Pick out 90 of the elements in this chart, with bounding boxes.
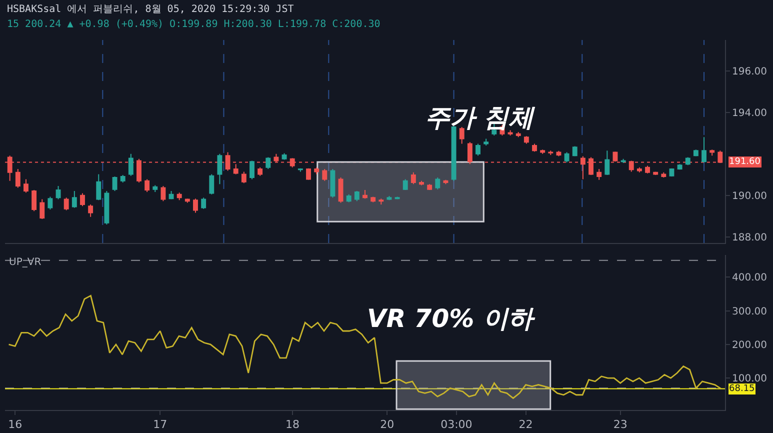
candlestick — [378, 198, 384, 205]
candlestick — [104, 190, 110, 226]
candlestick — [386, 195, 392, 201]
candlestick — [168, 190, 174, 200]
chart-subtitle: 15 200.24 ▲ +0.98 (+0.49%) O:199.89 H:200.30 L:199.78 C:200.30 — [7, 19, 380, 30]
candlestick — [15, 168, 20, 188]
candlestick — [88, 204, 94, 218]
candlestick — [435, 177, 440, 190]
ref-line-label: 68.15 — [729, 384, 755, 394]
candlestick — [685, 156, 690, 166]
candlestick — [702, 136, 706, 163]
candlestick — [217, 153, 222, 185]
candlestick — [128, 153, 134, 176]
x-tick-label: 20 — [380, 418, 394, 432]
candlestick — [152, 184, 158, 193]
candlestick — [258, 166, 263, 176]
candlestick — [120, 174, 126, 184]
y-tick-label: 100.00 — [732, 374, 767, 385]
candlestick — [144, 178, 150, 193]
candlestick — [193, 198, 198, 214]
candlestick — [572, 146, 578, 157]
candlestick — [80, 192, 85, 207]
candlestick — [338, 177, 344, 204]
candlestick — [40, 198, 45, 220]
candlestick — [96, 174, 102, 201]
x-tick-label: 22 — [518, 418, 533, 432]
candlestick — [24, 178, 28, 194]
x-tick-label: 17 — [153, 418, 168, 432]
candlestick — [346, 194, 352, 203]
candlestick — [427, 184, 432, 190]
candlestick — [64, 197, 69, 211]
chart-title: UP_VR — [9, 257, 42, 268]
candlestick — [209, 174, 214, 195]
candlestick — [636, 166, 642, 173]
candlestick — [564, 152, 570, 163]
annotation: 주가 침체 — [425, 103, 536, 132]
candlestick — [596, 168, 602, 180]
annotation: VR 70% 이하 — [367, 304, 536, 333]
candlestick — [201, 197, 206, 210]
candlestick — [322, 168, 328, 182]
candlestick — [306, 168, 311, 180]
ref-line-label: 191.60 — [729, 157, 761, 167]
chart-title: HSBAKSsal 에서 퍼블리쉬, 8월 05, 2020 15:29:30 JST — [7, 4, 294, 15]
candlestick — [508, 130, 513, 136]
candlestick — [314, 166, 320, 175]
candlestick — [419, 180, 424, 186]
y-tick-label: 188.00 — [732, 232, 767, 244]
candlestick — [112, 176, 118, 192]
y-tick-label: 194.00 — [732, 108, 767, 119]
x-tick-label: 18 — [286, 418, 300, 432]
candlestick — [710, 149, 715, 156]
candlestick — [645, 165, 650, 174]
y-tick-label: 196.00 — [732, 66, 767, 78]
candlestick — [56, 186, 61, 200]
x-tick-label: 03:00 — [440, 418, 472, 432]
candlestick — [160, 186, 166, 202]
y-tick-label: 190.00 — [732, 190, 767, 202]
candlestick — [402, 178, 408, 190]
candlestick — [266, 156, 271, 170]
candlestick — [693, 149, 698, 157]
x-tick-label: 16 — [8, 418, 22, 432]
candlestick — [48, 196, 53, 210]
candlestick — [362, 189, 368, 200]
y-tick-label: 400.00 — [732, 272, 767, 284]
candlestick — [370, 196, 376, 203]
candlestick — [410, 172, 416, 185]
candlestick — [330, 168, 336, 198]
candlestick — [604, 150, 610, 176]
candlestick — [32, 189, 37, 212]
candlestick — [476, 143, 480, 156]
candlestick — [532, 143, 537, 152]
candlestick — [548, 150, 554, 156]
candlestick — [176, 192, 182, 201]
y-tick-label: 200.00 — [732, 340, 767, 351]
line-series — [8, 294, 722, 399]
candlestick — [354, 190, 360, 202]
candlestick — [484, 138, 489, 146]
candlestick — [677, 164, 682, 170]
candlestick — [540, 149, 546, 154]
y-tick-label: 300.00 — [732, 306, 767, 318]
candlestick — [282, 152, 287, 160]
candlestick — [241, 171, 246, 184]
candlestick — [72, 190, 77, 208]
candlestick — [443, 179, 448, 185]
candlestick — [524, 136, 529, 144]
candlestick — [516, 131, 521, 138]
candlestick — [250, 160, 254, 180]
x-tick-label: 23 — [613, 418, 628, 432]
candlestick — [556, 150, 562, 157]
candlestick — [661, 172, 666, 178]
